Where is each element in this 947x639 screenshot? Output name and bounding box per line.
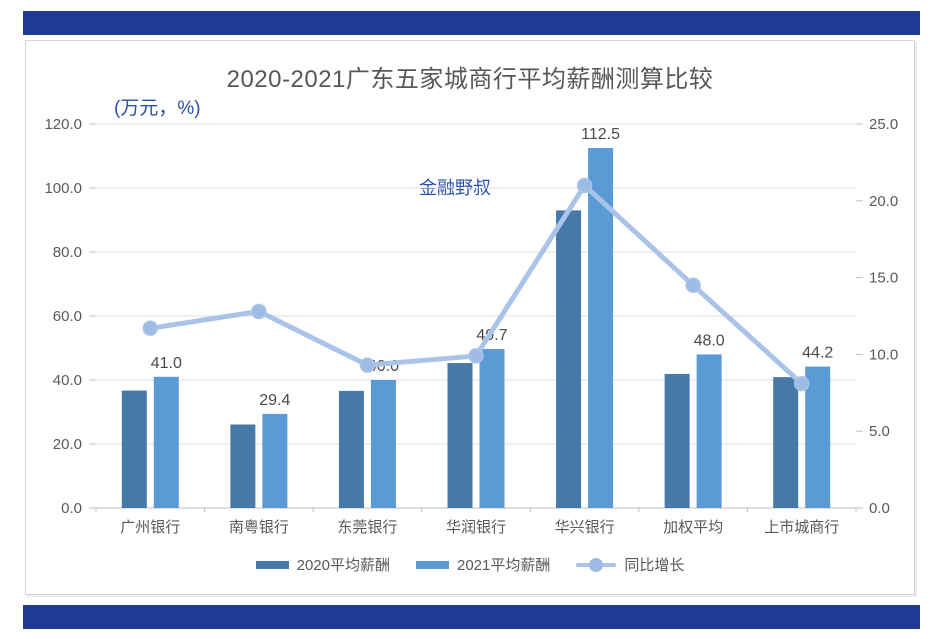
legend-label: 同比增长 (624, 557, 685, 574)
axis-units-label: (万元，%) (114, 98, 201, 119)
chart-frame: 2020-2021广东五家城商行平均薪酬测算比较 (万元，%) 金融野叔 120… (25, 40, 915, 595)
bar-2020 (447, 363, 473, 508)
growth-line-marker (359, 357, 376, 373)
plot-area: 120.0 100.0 80.0 60.0 40.0 20.0 0.0 25.0 20.0 15.… (44, 116, 898, 536)
legend-bar-swatch (415, 560, 449, 569)
bar-2020 (230, 424, 256, 508)
category-label: 加权平均 (663, 519, 723, 536)
left-axis-tick-label: 40.0 (53, 372, 82, 389)
growth-line-marker (251, 303, 267, 320)
bar-2021 (370, 380, 396, 508)
bar-2021 (153, 376, 179, 508)
left-axis-tick-label: 120.0 (44, 116, 82, 133)
growth-line-marker (142, 320, 159, 337)
right-axis-tick-label: 5.0 (869, 423, 890, 440)
growth-line-marker (468, 348, 484, 364)
growth-line-marker (576, 177, 593, 194)
bar-data-label: 29.4 (259, 392, 290, 409)
right-axis-tick-label: 10.0 (869, 346, 898, 363)
legend-label: 2021平均薪酬 (456, 557, 551, 574)
left-axis-tick-label: 0.0 (61, 500, 82, 517)
bar-2020 (338, 390, 364, 508)
bar-data-label: 48.0 (694, 332, 725, 349)
legend-item: 同比增长 (576, 554, 684, 575)
bar-data-label: 112.5 (581, 126, 620, 143)
category-label: 上市城商行 (764, 519, 839, 536)
left-axis-tick-label: 20.0 (53, 436, 82, 453)
bar-2021 (479, 348, 505, 508)
chart-title: 2020-2021广东五家城商行平均薪酬测算比较 (226, 66, 714, 93)
category-label: 华润银行 (446, 519, 506, 536)
bar-data-label: 44.2 (802, 345, 833, 362)
bar-2020 (121, 390, 147, 508)
legend-line-swatch (576, 557, 617, 572)
growth-line-marker (793, 375, 810, 392)
legend-item: 2020平均薪酬 (255, 554, 390, 575)
right-axis-tick-label: 15.0 (869, 270, 898, 287)
right-axis-tick-label: 0.0 (869, 500, 890, 517)
bottom-accent-band (23, 605, 920, 629)
chart-legend: 2020平均薪酬 2021平均薪酬 同比增长 (26, 554, 914, 575)
category-label: 华兴银行 (555, 519, 615, 536)
legend-line-marker (589, 557, 604, 572)
legend-label: 2020平均薪酬 (296, 557, 390, 574)
right-axis-tick-label: 25.0 (869, 116, 898, 133)
bar-data-label: 41.0 (151, 355, 182, 372)
left-axis-tick-label: 100.0 (44, 180, 82, 197)
growth-line-marker (685, 277, 701, 294)
legend-item: 2021平均薪酬 (415, 554, 551, 575)
bar-2020 (556, 210, 582, 508)
category-label: 南粤银行 (229, 518, 289, 536)
bar-2021 (262, 413, 288, 508)
bar-2021 (696, 354, 722, 508)
right-axis-tick-label: 20.0 (869, 193, 898, 210)
bar-2021 (805, 366, 831, 508)
category-label: 东莞银行 (337, 519, 397, 536)
legend-bar-swatch (255, 560, 289, 569)
top-accent-band (23, 11, 920, 35)
bar-2020 (664, 373, 690, 508)
category-label: 广州银行 (120, 519, 180, 536)
bar-2020 (773, 377, 799, 508)
left-axis-tick-label: 60.0 (53, 308, 82, 325)
left-axis-tick-label: 80.0 (53, 244, 82, 261)
